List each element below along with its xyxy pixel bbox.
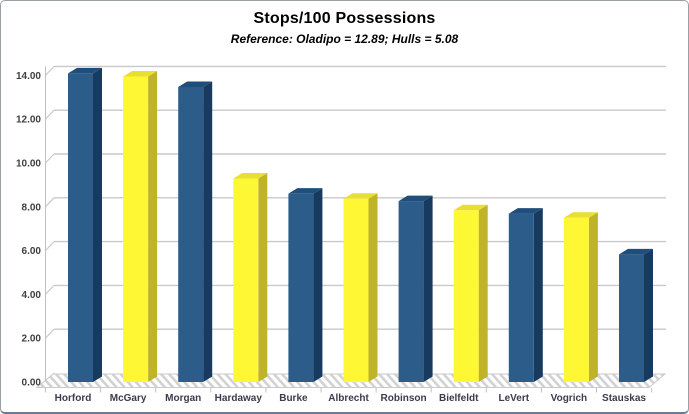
- x-category-label: McGary: [110, 393, 147, 404]
- y-axis-tick: [45, 109, 55, 120]
- y-axis-tick: [45, 65, 55, 76]
- bar-top-face: [68, 67, 102, 74]
- y-tick-label: 12.00: [16, 115, 41, 126]
- bar-side-face: [478, 204, 488, 382]
- bar-side-face: [368, 193, 378, 382]
- x-category-label: Burke: [279, 393, 308, 404]
- x-category-label: Horford: [55, 393, 92, 404]
- bar-top-face: [343, 193, 378, 199]
- y-tick-label: 8.00: [22, 202, 42, 213]
- bar-side-face: [313, 188, 323, 382]
- bar-front-face: [178, 87, 204, 382]
- bar-top-face: [619, 248, 653, 255]
- bar-front-face: [619, 254, 644, 382]
- y-axis-tick: [45, 284, 55, 295]
- bar-side-face: [533, 208, 543, 382]
- chart-subtitle: Reference: Oladipo = 12.89; Hulls = 5.08: [230, 32, 459, 46]
- bar-levert[interactable]: [508, 208, 543, 382]
- y-tick-label: 14.00: [16, 71, 41, 82]
- bar-morgan[interactable]: [178, 81, 213, 382]
- bar-side-face: [423, 195, 433, 382]
- bar-front-face: [68, 73, 93, 382]
- y-axis-tick: [45, 328, 55, 339]
- bar-top-face: [123, 70, 158, 77]
- bar-top-face: [508, 208, 543, 214]
- bar-robinson[interactable]: [398, 195, 433, 382]
- x-category-label: Vogrich: [551, 393, 587, 404]
- bar-front-face: [233, 178, 259, 382]
- bar-hardaway[interactable]: [233, 173, 268, 382]
- y-tick-label: 2.00: [22, 334, 42, 345]
- y-tick-label: 4.00: [22, 290, 42, 301]
- bar-side-face: [203, 81, 213, 382]
- x-category-label: Stauskas: [602, 393, 646, 404]
- bar-horford[interactable]: [68, 67, 102, 382]
- bar-front-face: [288, 193, 314, 382]
- bar-side-face: [258, 173, 268, 382]
- bar-top-face: [233, 173, 268, 179]
- bar-front-face: [343, 198, 369, 382]
- bar-top-face: [398, 195, 433, 202]
- bar-bielfeldt[interactable]: [453, 204, 488, 382]
- bar-front-face: [453, 210, 479, 382]
- bar-mcgary[interactable]: [123, 70, 158, 383]
- bar-albrecht[interactable]: [343, 193, 378, 382]
- chart-title: Stops/100 Possessions: [253, 10, 436, 27]
- x-category-label: Robinson: [381, 393, 427, 404]
- x-category-label: Bielfeldt: [439, 393, 479, 404]
- x-category-label: Hardaway: [215, 393, 263, 404]
- bar-front-face: [123, 76, 149, 383]
- x-category-label: Morgan: [165, 393, 201, 404]
- bar-top-face: [178, 81, 213, 88]
- bar-top-face: [453, 204, 488, 211]
- y-axis-tick: [45, 153, 55, 164]
- y-axis-tick: [45, 197, 55, 208]
- bar-side-face: [588, 212, 598, 382]
- bar-vogrich[interactable]: [563, 212, 598, 382]
- x-category-label: Albrecht: [328, 393, 369, 404]
- bar-side-face: [148, 70, 158, 383]
- bar-burke[interactable]: [288, 188, 323, 382]
- x-category-label: LeVert: [499, 393, 530, 404]
- y-tick-label: 0.00: [22, 378, 42, 389]
- y-axis-tick: [45, 241, 55, 252]
- bar-front-face: [563, 217, 589, 382]
- y-tick-label: 6.00: [22, 246, 42, 257]
- bar-stauskas[interactable]: [619, 248, 653, 382]
- bar-side-face: [93, 67, 102, 382]
- bar-front-face: [508, 213, 534, 382]
- bar-side-face: [644, 248, 653, 382]
- y-tick-label: 10.00: [16, 159, 41, 170]
- bar-top-face: [563, 212, 598, 218]
- bar-front-face: [398, 201, 424, 382]
- bar-top-face: [288, 188, 323, 194]
